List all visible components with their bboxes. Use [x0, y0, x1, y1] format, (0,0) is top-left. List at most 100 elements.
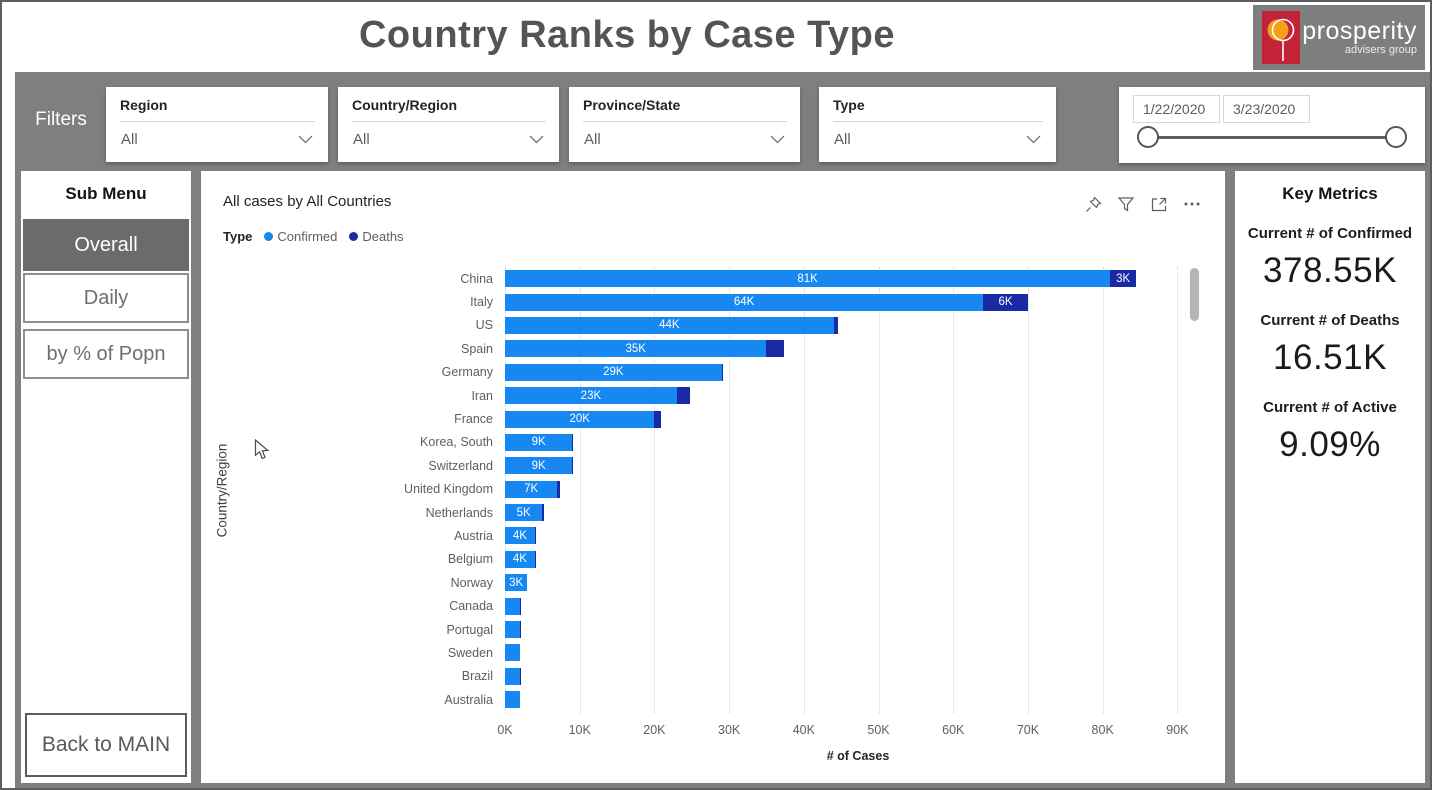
dropdown-value-country-region[interactable]: All — [352, 122, 546, 148]
bar-confirmed[interactable]: 23K — [505, 387, 677, 405]
bar-confirmed[interactable] — [505, 691, 520, 709]
bar-track: 7K — [505, 478, 1211, 501]
chart-scrollbar-thumb[interactable] — [1190, 268, 1199, 321]
bar-confirmed[interactable]: 4K — [505, 550, 535, 568]
chart-row: US 44K — [201, 314, 1225, 337]
page-title: Country Ranks by Case Type — [358, 14, 895, 56]
metric-label-active: Current # of Active — [1263, 399, 1397, 416]
chevron-down-icon — [298, 135, 313, 144]
dropdown-value-region[interactable]: All — [120, 122, 315, 148]
legend-item-label: Deaths — [362, 229, 404, 244]
dropdown-province-state: Province/State All — [569, 87, 800, 162]
bar-value-label: 81K — [797, 272, 818, 285]
bar-deaths[interactable] — [557, 480, 560, 498]
bar-deaths[interactable]: 3K — [1110, 270, 1137, 288]
bar-deaths[interactable] — [676, 387, 691, 405]
bar-value-label: 6K — [998, 296, 1013, 309]
bar-confirmed[interactable]: 9K — [505, 433, 573, 451]
bar-track: 35K — [505, 337, 1211, 360]
focus-mode-icon[interactable] — [1150, 196, 1168, 212]
bar-deaths[interactable]: 6K — [983, 293, 1028, 311]
chart-legend: Type Confirmed Deaths — [223, 229, 404, 244]
bar-confirmed[interactable]: 4K — [505, 527, 535, 545]
chart-row: Spain 35K — [201, 337, 1225, 360]
category-label: Portugal — [446, 622, 493, 637]
date-range-slicer: 1/22/2020 3/23/2020 — [1119, 87, 1425, 163]
visual-header-toolbar — [1084, 195, 1201, 212]
category-label: Italy — [470, 295, 493, 310]
bar-value-label: 3K — [509, 576, 524, 589]
bar-track: 29K — [505, 361, 1211, 384]
sidebar-item-by-pct-of-popn[interactable]: by % of Popn — [23, 329, 189, 379]
bar-value-label: 64K — [733, 296, 755, 309]
legend-item-confirmed[interactable]: Confirmed — [264, 229, 337, 244]
chart-row: Australia — [201, 688, 1225, 711]
more-options-icon[interactable] — [1183, 196, 1201, 212]
chart-panel: All cases by All Countries Type Confirme… — [201, 171, 1225, 783]
sub-menu-title: Sub Menu — [65, 184, 147, 203]
filter-icon[interactable] — [1117, 196, 1135, 212]
category-label: Germany — [441, 365, 493, 380]
bar-confirmed[interactable]: 5K — [505, 504, 543, 522]
dropdown-region: Region All — [106, 87, 328, 162]
slider-handle-end[interactable] — [1385, 126, 1407, 148]
bar-confirmed[interactable]: 81K — [505, 270, 1111, 288]
category-label: China — [460, 271, 493, 286]
sidebar-item-daily[interactable]: Daily — [23, 273, 189, 323]
sidebar-item-overall[interactable]: Overall — [23, 219, 189, 271]
x-tick-label: 70K — [1016, 723, 1040, 737]
bar-confirmed[interactable]: 3K — [505, 574, 528, 592]
bar-deaths[interactable] — [542, 504, 544, 522]
bar-deaths[interactable] — [721, 363, 723, 381]
chart-row: Sweden — [201, 641, 1225, 664]
chart-row: United Kingdom 7K — [201, 478, 1225, 501]
bar-confirmed[interactable] — [505, 667, 520, 685]
bar-confirmed[interactable]: 35K — [505, 340, 767, 358]
bar-deaths[interactable] — [572, 457, 574, 475]
bar-deaths[interactable] — [833, 316, 838, 334]
y-axis-title: Country/Region — [214, 443, 230, 537]
slider-track[interactable] — [1147, 136, 1397, 139]
bar-deaths[interactable] — [766, 340, 784, 358]
dropdown-selected-value: All — [353, 131, 370, 148]
key-metrics-panel: Key Metrics Current # of Confirmed 378.5… — [1235, 171, 1425, 783]
bar-track: 44K — [505, 314, 1211, 337]
bar-track: 23K — [505, 384, 1211, 407]
category-label: US — [475, 318, 493, 333]
date-start-field[interactable]: 1/22/2020 — [1133, 95, 1220, 123]
bar-deaths[interactable] — [572, 433, 574, 451]
chart-row: France 20K — [201, 407, 1225, 430]
bar-deaths[interactable] — [534, 550, 536, 568]
bar-value-label: 9K — [531, 436, 546, 449]
legend-item-label: Confirmed — [277, 229, 338, 244]
dropdown-value-province-state[interactable]: All — [583, 122, 787, 148]
bar-confirmed[interactable] — [505, 597, 520, 615]
slider-handle-start[interactable] — [1137, 126, 1159, 148]
bar-value-label: 35K — [625, 342, 646, 355]
bar-confirmed[interactable] — [505, 621, 520, 639]
x-tick-label: 40K — [792, 723, 815, 737]
bar-deaths[interactable] — [654, 410, 662, 428]
bar-confirmed[interactable]: 44K — [505, 316, 834, 334]
bar-confirmed[interactable]: 9K — [505, 457, 573, 475]
prosperity-logo-icon — [1262, 11, 1300, 64]
metric-value-confirmed: 378.55K — [1263, 251, 1397, 290]
bar-confirmed[interactable]: 20K — [505, 410, 655, 428]
category-label: Australia — [444, 692, 493, 707]
filters-label: Filters — [35, 109, 87, 130]
company-logo: prosperity advisers group — [1253, 5, 1425, 70]
divider — [120, 121, 315, 122]
category-label: Netherlands — [425, 505, 493, 520]
legend-item-deaths[interactable]: Deaths — [349, 229, 404, 244]
back-to-main-button[interactable]: Back to MAIN — [25, 713, 187, 777]
pin-icon[interactable] — [1084, 195, 1102, 212]
dropdown-value-type[interactable]: All — [833, 122, 1043, 148]
bar-confirmed[interactable] — [505, 644, 520, 662]
bar-confirmed[interactable]: 29K — [505, 363, 722, 381]
x-tick-label: 50K — [867, 723, 890, 737]
metric-label-deaths: Current # of Deaths — [1260, 312, 1400, 329]
date-end-field[interactable]: 3/23/2020 — [1223, 95, 1310, 123]
bar-confirmed[interactable]: 64K — [505, 293, 984, 311]
bar-confirmed[interactable]: 7K — [505, 480, 558, 498]
